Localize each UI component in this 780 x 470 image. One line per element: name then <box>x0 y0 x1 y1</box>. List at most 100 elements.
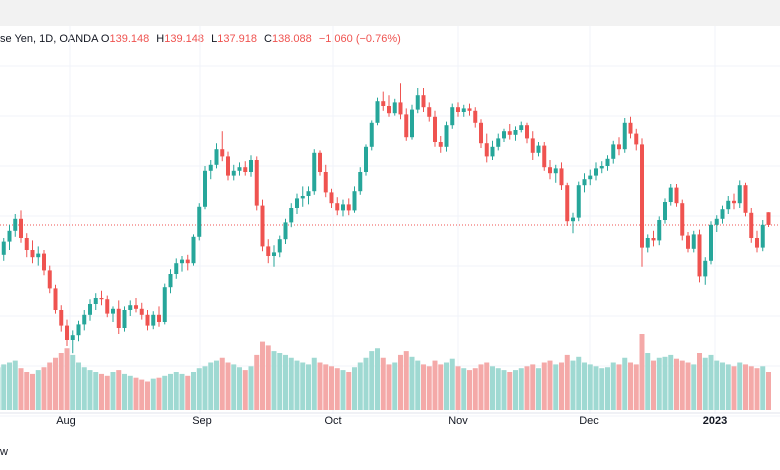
candle <box>530 131 535 160</box>
candle-body <box>766 212 771 225</box>
volume-bar <box>541 362 547 410</box>
candlesticks <box>1 83 771 354</box>
footer-text: w <box>0 446 8 458</box>
candle-body <box>88 304 92 315</box>
candle <box>582 173 587 193</box>
candle-body <box>93 298 98 304</box>
candle-body <box>703 260 708 277</box>
volume-bar <box>576 356 582 410</box>
candle-body <box>76 324 81 336</box>
candle-body <box>323 172 328 193</box>
volume-bar <box>633 364 639 410</box>
candle-body <box>599 166 604 169</box>
volume-bar <box>737 362 743 410</box>
volume-bar <box>380 357 386 410</box>
volume-bar <box>70 354 76 410</box>
volume-bar <box>202 366 208 410</box>
volume-bar <box>18 368 24 410</box>
candle <box>157 306 161 327</box>
price-chart[interactable]: Aug Sep Oct Nov Dec 2023 <box>0 26 780 438</box>
volume-bar <box>248 366 254 410</box>
candle-body <box>433 116 437 142</box>
low-label: L <box>211 33 218 45</box>
candle-body <box>237 167 242 171</box>
volume-bars <box>0 334 771 410</box>
candle <box>24 233 29 258</box>
candle <box>680 199 685 241</box>
x-tick-label: Sep <box>192 415 212 427</box>
volume-bar <box>398 354 403 410</box>
candle-body <box>1 241 6 255</box>
candle <box>13 214 18 237</box>
candle-body <box>375 101 380 123</box>
volume-bar <box>87 370 93 410</box>
volume-bar <box>93 372 99 410</box>
candle-body <box>674 187 679 204</box>
candle <box>651 230 656 247</box>
candle <box>139 302 144 320</box>
candle <box>369 120 374 151</box>
volume-bar <box>375 348 380 410</box>
candle-body <box>680 203 685 236</box>
candle-body <box>59 310 64 326</box>
candle-body <box>346 204 351 211</box>
candle <box>588 169 593 186</box>
candle-body <box>47 270 52 289</box>
candle-body <box>277 239 282 253</box>
volume-bar <box>639 334 645 410</box>
candle-body <box>651 238 656 241</box>
volume-bar <box>53 357 58 410</box>
volume-bar <box>449 358 455 410</box>
candle-body <box>157 314 161 322</box>
candle <box>237 162 242 176</box>
volume-bar <box>133 377 139 410</box>
candle <box>381 91 386 111</box>
candle <box>542 142 547 171</box>
candle <box>392 98 397 116</box>
candle-body <box>542 145 547 168</box>
candle-body <box>404 114 409 138</box>
candle-body <box>732 200 736 204</box>
candle-body <box>502 131 506 139</box>
candle-body <box>249 160 253 172</box>
volume-bar <box>748 366 754 410</box>
candle-body <box>576 185 581 218</box>
candle-body <box>663 202 667 220</box>
candle <box>387 95 391 117</box>
open-label: O <box>100 33 110 45</box>
candle <box>438 136 443 153</box>
volume-bar <box>41 367 47 410</box>
volume-bar <box>12 360 18 410</box>
candle <box>1 238 6 261</box>
candle-body <box>548 167 552 174</box>
open-value: 139.148 <box>109 33 150 45</box>
candle-body <box>634 133 639 145</box>
volume-bar <box>392 362 398 410</box>
candle <box>427 102 432 122</box>
candle-body <box>185 259 190 264</box>
volume-bar <box>484 362 490 410</box>
volume-bar <box>283 354 288 410</box>
high-label: H <box>156 33 165 45</box>
candle <box>732 193 736 210</box>
volume-bar <box>254 354 260 410</box>
candle <box>162 283 167 325</box>
candle-body <box>300 196 305 199</box>
candle <box>272 245 276 267</box>
volume-bar <box>766 372 771 410</box>
volume-bar <box>35 370 41 410</box>
candle-body <box>617 144 621 150</box>
candle <box>128 300 133 316</box>
candle <box>76 320 81 342</box>
candle-body <box>243 167 248 172</box>
candle <box>484 133 489 163</box>
candle <box>421 88 426 112</box>
volume-bar <box>191 372 196 410</box>
candle <box>519 121 524 133</box>
symbol-name: se Yen, 1D, OANDA <box>0 33 98 45</box>
candle <box>415 88 420 114</box>
candle <box>473 107 478 128</box>
volume-bar <box>461 368 467 410</box>
candle <box>456 102 460 117</box>
x-tick-label: Nov <box>448 415 468 427</box>
